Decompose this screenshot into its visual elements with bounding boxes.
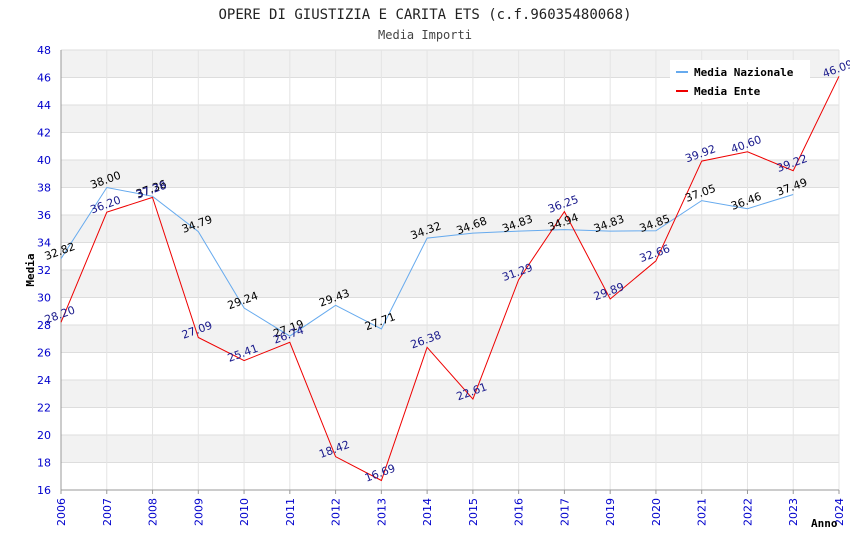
x-tick-label: 2015 [467, 498, 480, 526]
legend-entry: Media Nazionale [694, 66, 794, 79]
chart-subtitle: Media Importi [378, 28, 472, 42]
grid-band [61, 187, 839, 215]
series-lines [60, 76, 840, 482]
grid-band [61, 270, 839, 298]
x-tick-label: 2013 [375, 498, 388, 526]
y-tick-label: 32 [37, 264, 51, 277]
x-tick-label: 2024 [833, 498, 846, 526]
grid-band [61, 160, 839, 188]
grid-lines [60, 49, 840, 491]
grid-band [61, 325, 839, 353]
series-line-media-ente [60, 76, 840, 482]
grid-band [61, 462, 839, 490]
grid-band [61, 132, 839, 160]
x-tick-label: 2006 [55, 498, 68, 526]
grid-band [61, 352, 839, 380]
y-tick-label: 16 [37, 484, 51, 497]
y-tick-label: 28 [37, 319, 51, 332]
y-tick-label: 42 [37, 127, 51, 140]
y-tick-label: 36 [37, 209, 51, 222]
x-tick-label: 2010 [238, 498, 251, 526]
x-tick-label: 2008 [147, 498, 160, 526]
grid-band [61, 407, 839, 435]
legend: Media Nazionale Media Ente [670, 60, 810, 102]
y-axis-label: Media [24, 253, 37, 286]
x-tick-label: 2007 [101, 498, 114, 526]
grid-band [61, 435, 839, 463]
y-tick-label: 30 [37, 292, 51, 305]
y-tick-label: 26 [37, 347, 51, 360]
legend-entry: Media Ente [694, 85, 761, 98]
legend-box [670, 60, 810, 102]
grid-band [61, 297, 839, 325]
grid-band [61, 215, 839, 243]
grid-band [61, 242, 839, 270]
y-tick-label: 18 [37, 457, 51, 470]
x-tick-label: 2009 [192, 498, 205, 526]
y-tick-label: 20 [37, 429, 51, 442]
x-tick-label: 2016 [513, 498, 526, 526]
y-tick-label: 44 [37, 99, 51, 112]
x-tick-label: 2012 [330, 498, 343, 526]
plot-background [61, 50, 839, 490]
x-tick-label: 2020 [650, 498, 663, 526]
x-tick-label: 2017 [558, 498, 571, 526]
y-tick-label: 48 [37, 44, 51, 57]
grid-band [61, 105, 839, 133]
x-tick-label: 2022 [741, 498, 754, 526]
x-axis-label: Anno [811, 517, 838, 530]
x-axis-ticks: 2006 2007 2008 2009 2010 2011 2012 2013 2014 2015… [55, 490, 846, 526]
chart-title: OPERE DI GIUSTIZIA E CARITA ETS (c.f.960… [218, 7, 631, 23]
x-tick-label: 2011 [284, 498, 297, 526]
y-tick-label: 24 [37, 374, 51, 387]
grid-band [61, 380, 839, 408]
y-tick-label: 40 [37, 154, 51, 167]
x-tick-label: 2023 [787, 498, 800, 526]
x-tick-label: 2014 [421, 498, 434, 526]
y-tick-label: 46 [37, 72, 51, 85]
y-tick-label: 22 [37, 402, 51, 415]
y-axis-ticks: 16 18 20 22 24 26 28 30 32 34 36 38 40 42 44 46 48 [37, 44, 51, 497]
series-line-media-nazionale [60, 186, 794, 337]
x-tick-label: 2021 [696, 498, 709, 526]
y-tick-label: 34 [37, 237, 51, 250]
x-tick-label: 2019 [604, 498, 617, 526]
axes [60, 50, 839, 491]
y-tick-label: 38 [37, 182, 51, 195]
